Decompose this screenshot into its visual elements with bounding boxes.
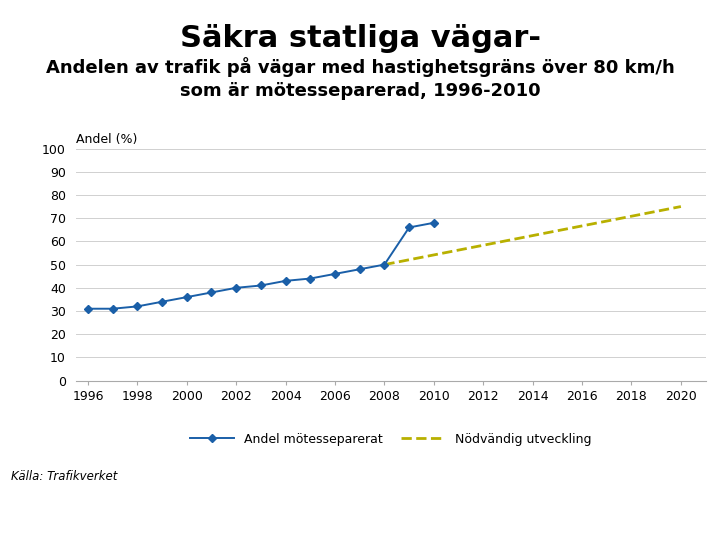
Andel mötesseparerat <box>282 278 290 284</box>
Text: ❤: ❤ <box>600 506 616 525</box>
Andel mötesseparerat <box>356 266 364 273</box>
Andel mötesseparerat <box>430 220 438 226</box>
Andel mötesseparerat <box>133 303 142 309</box>
Andel mötesseparerat <box>232 285 240 291</box>
Nödvändig utveckling <box>677 203 685 210</box>
Andel mötesseparerat <box>84 306 92 312</box>
Andel mötesseparerat <box>158 299 166 305</box>
Legend: Andel mötesseparerat, Nödvändig utveckling: Andel mötesseparerat, Nödvändig utveckli… <box>185 428 596 450</box>
Andel mötesseparerat <box>380 261 389 268</box>
Text: Källa: Trafikverket: Källa: Trafikverket <box>11 470 117 483</box>
Text: Andelen av trafik på vägar med hastighetsgräns över 80 km/h
som är mötesseparera: Andelen av trafik på vägar med hastighet… <box>45 57 675 100</box>
Andel mötesseparerat <box>330 271 339 277</box>
Text: TRAFIKVERKET: TRAFIKVERKET <box>581 509 698 523</box>
Andel mötesseparerat <box>405 224 413 231</box>
Text: 3/25/2020: 3/25/2020 <box>40 510 96 519</box>
Line: Nödvändig utveckling: Nödvändig utveckling <box>384 206 681 265</box>
Andel mötesseparerat <box>207 289 216 296</box>
Text: Andel (%): Andel (%) <box>76 133 137 146</box>
Text: 23: 23 <box>11 508 27 521</box>
Nödvändig utveckling <box>380 261 389 268</box>
Andel mötesseparerat <box>108 306 117 312</box>
Andel mötesseparerat <box>256 282 265 289</box>
Line: Andel mötesseparerat: Andel mötesseparerat <box>85 220 436 312</box>
Text: Säkra statliga vägar-: Säkra statliga vägar- <box>179 24 541 53</box>
Andel mötesseparerat <box>306 275 315 282</box>
Andel mötesseparerat <box>182 294 191 300</box>
